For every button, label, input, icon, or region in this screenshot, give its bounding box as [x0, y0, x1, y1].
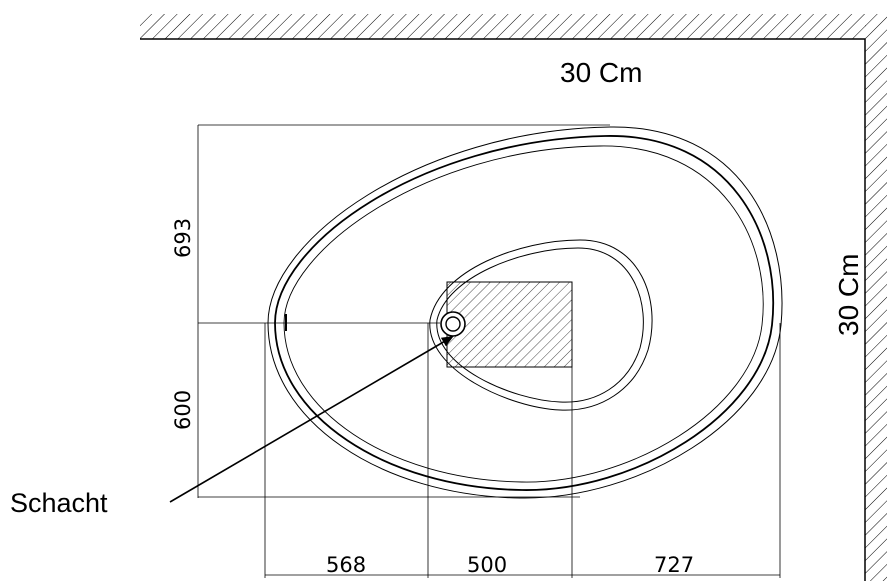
wall-top — [140, 14, 866, 39]
dim-horizontal-middle: 500 — [467, 553, 507, 577]
drain-leader-arrow — [170, 337, 452, 502]
dim-vertical-lower: 600 — [171, 390, 195, 430]
top-clearance-label: 30 Cm — [560, 57, 642, 88]
right-clearance-label: 30 Cm — [833, 254, 864, 336]
drain-icon — [441, 312, 465, 336]
wall-right — [865, 14, 887, 581]
drain-label: Schacht — [10, 488, 108, 518]
dim-horizontal-right: 727 — [654, 553, 694, 577]
dim-horizontal-left: 568 — [326, 553, 366, 577]
dim-vertical-upper: 693 — [171, 218, 195, 258]
